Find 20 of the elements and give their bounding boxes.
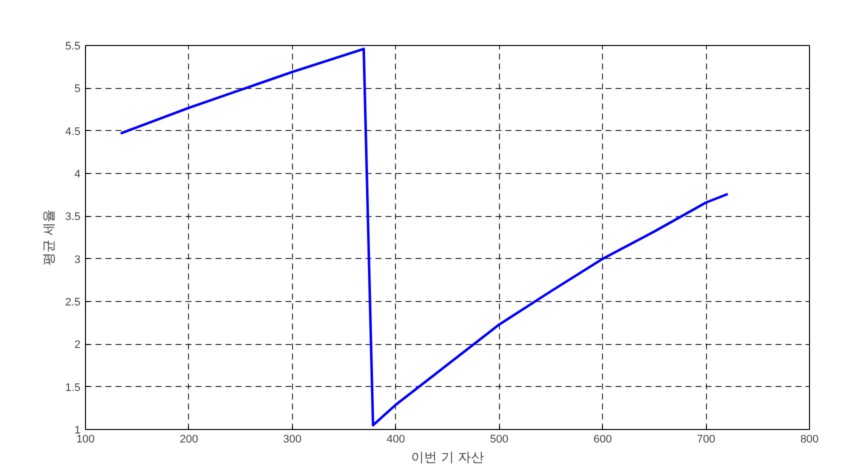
- y-tick-label: 5: [74, 83, 81, 96]
- line-series: [119, 48, 730, 426]
- x-tick-label: 500: [490, 434, 508, 446]
- x-tick-label: 100: [76, 434, 95, 446]
- y-axis-title: 평균 세율: [42, 209, 58, 266]
- x-tick-label: 400: [386, 434, 405, 446]
- y-tick-label: 1.5: [65, 382, 81, 394]
- y-tick-label: 2.5: [65, 296, 81, 308]
- y-tick-label: 3: [74, 254, 81, 266]
- y-tick-label: 4.5: [65, 126, 81, 138]
- x-tick-label: 700: [696, 434, 716, 446]
- y-tick-label: 5.5: [65, 40, 81, 52]
- x-tick-label: 800: [800, 434, 819, 446]
- y-tick-label: 4: [74, 168, 81, 180]
- x-tick-label: 600: [593, 434, 612, 446]
- x-axis-title: 이번 기 자산: [410, 450, 484, 466]
- y-tick-label: 2: [74, 339, 81, 352]
- x-tick-label: 200: [180, 434, 198, 446]
- x-tick-label: 300: [283, 434, 302, 446]
- y-tick-label: 3.5: [65, 211, 81, 224]
